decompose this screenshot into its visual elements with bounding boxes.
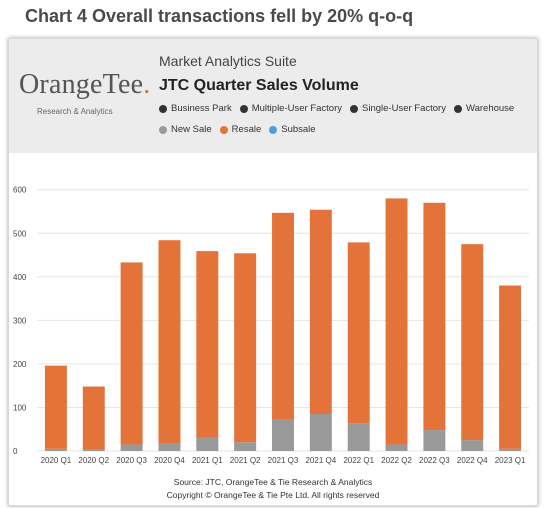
x-tick-label: 2022 Q2 xyxy=(381,456,412,465)
logo-word-mark: . xyxy=(143,69,151,100)
legend-marker-icon xyxy=(350,104,359,113)
legend-item[interactable]: Multiple-User Factory xyxy=(239,103,343,114)
legend-marker-icon xyxy=(159,125,167,134)
legend-item[interactable]: Single-User Factory xyxy=(350,103,446,114)
legend-label: Business Park xyxy=(171,103,232,114)
legend-item[interactable]: Warehouse xyxy=(453,103,515,114)
bar-chart: 0 100 200 300 400 500 600 2020 Q1 2020 Q2 2020 Q3… xyxy=(13,186,529,465)
legend-row-property-type: Business Park Multiple-User Factory Single… xyxy=(159,103,514,114)
bar-segment xyxy=(272,212,294,420)
bar-segment xyxy=(272,419,294,451)
bar-segment xyxy=(423,202,446,431)
legend-marker-icon xyxy=(269,125,278,134)
logo-wordmark: OrangeTee. xyxy=(19,69,150,101)
bar-segment xyxy=(234,253,257,443)
legend-item[interactable]: Subsale xyxy=(269,124,316,135)
bar-segment xyxy=(120,444,143,451)
bar-segment xyxy=(82,386,105,450)
bar-segment xyxy=(44,448,67,451)
bar-segment xyxy=(196,437,219,451)
x-tick-label: 2022 Q3 xyxy=(419,456,450,465)
legend-marker-icon xyxy=(219,125,228,134)
suite-name: Market Analytics Suite xyxy=(159,53,297,69)
chart-header: OrangeTee. Research & Analytics Market A… xyxy=(9,39,537,153)
legend-marker-icon xyxy=(453,104,462,113)
x-tick-label: 2020 Q3 xyxy=(116,456,147,465)
bar-segment xyxy=(385,444,408,451)
bar-segment xyxy=(499,285,522,449)
bar-segment xyxy=(82,449,105,451)
bar-segment xyxy=(120,262,143,445)
source-note: Source: JTC, OrangeTee & Tie Research & … xyxy=(173,477,373,487)
bar-segment xyxy=(347,242,370,424)
x-tick-label: 2022 Q1 xyxy=(343,456,374,465)
y-tick-label: 100 xyxy=(13,403,27,412)
legend-marker-icon xyxy=(239,104,248,113)
x-tick-label: 2021 Q4 xyxy=(305,456,336,465)
y-tick-label: 400 xyxy=(13,273,27,282)
x-tick-label: 2022 Q4 xyxy=(457,456,488,465)
bar-segment xyxy=(309,209,332,414)
legend-item[interactable]: New Sale xyxy=(159,124,212,135)
legend-label: Single-User Factory xyxy=(362,103,446,114)
bar-segment xyxy=(499,448,522,451)
bar-segment xyxy=(423,430,446,451)
orangetee-logo: OrangeTee. Research & Analytics xyxy=(9,39,150,153)
x-tick-label: 2021 Q1 xyxy=(192,456,223,465)
x-tick-label: 2023 Q1 xyxy=(495,456,526,465)
chart-caption: Chart 4 Overall transactions fell by 20%… xyxy=(25,6,414,26)
bar-segment xyxy=(461,440,484,451)
y-tick-label: 500 xyxy=(13,229,27,238)
bar-segment xyxy=(158,443,181,451)
legend-marker-icon xyxy=(159,104,167,113)
bar-segment xyxy=(158,240,181,444)
bar-segment xyxy=(347,423,370,451)
x-tick-label: 2021 Q2 xyxy=(230,456,261,465)
legend-label: Multiple-User Factory xyxy=(251,103,343,114)
bar-segment xyxy=(385,198,408,445)
logo-word-main: OrangeTee xyxy=(19,69,144,100)
legend-item[interactable]: Business Park xyxy=(159,103,232,114)
x-tick-label: 2020 Q4 xyxy=(154,456,185,465)
y-tick-label: 600 xyxy=(13,186,27,195)
legend-label: New Sale xyxy=(171,124,212,135)
y-tick-label: 300 xyxy=(13,316,27,325)
y-tick-label: 200 xyxy=(13,360,27,369)
x-tick-label: 2020 Q2 xyxy=(78,456,109,465)
legend-label: Warehouse xyxy=(465,103,515,114)
x-tick-label: 2021 Q3 xyxy=(268,456,299,465)
logo-subtitle: Research & Analytics xyxy=(37,107,113,116)
bar-segment xyxy=(309,413,332,451)
y-tick-label: 0 xyxy=(13,447,18,456)
legend-label: Resale xyxy=(231,124,262,135)
bar-segment xyxy=(44,365,67,449)
copyright-note: Copyright © OrangeTee & Tie Pte Ltd. All… xyxy=(166,490,380,500)
legend-item[interactable]: Resale xyxy=(219,124,262,135)
bar-segment xyxy=(234,442,257,451)
chart-panel: OrangeTee. Research & Analytics Market A… xyxy=(8,38,538,506)
x-tick-label: 2020 Q1 xyxy=(41,456,72,465)
bar-segment xyxy=(461,244,484,441)
bar-segment xyxy=(196,251,219,438)
legend-row-sale-type: New Sale Resale Subsale xyxy=(159,124,316,135)
chart-title: JTC Quarter Sales Volume xyxy=(159,77,359,94)
legend-label: Subsale xyxy=(281,124,316,135)
